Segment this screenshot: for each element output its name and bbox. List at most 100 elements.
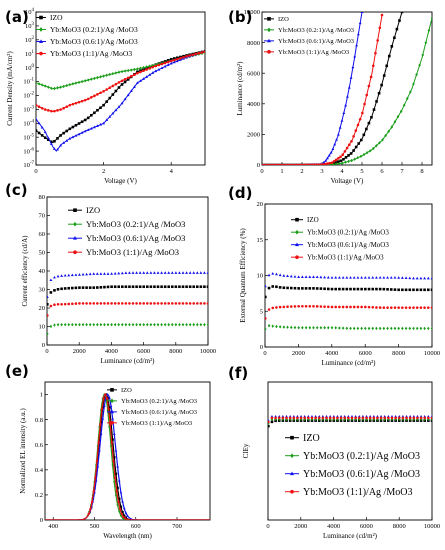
data-point [77,80,81,85]
data-point [278,286,282,289]
data-point [67,273,71,277]
legend-label: Yb:MoO3 (0.6:1)/Ag /MoO3 [278,38,354,45]
data-point [121,322,124,327]
legend-marker [110,409,114,414]
data-point [120,512,123,516]
data-point [363,276,367,279]
data-point [170,322,174,327]
x-tick-label: 2 [300,168,303,175]
data-point [46,136,50,140]
data-point [303,416,306,420]
data-point [166,63,170,67]
y-tick-label: 10-2 [23,92,34,100]
data-point [365,416,368,420]
data-point [308,163,312,165]
data-point [60,274,64,277]
data-point [113,456,116,459]
data-point [88,322,92,327]
data-point [365,127,368,131]
data-point [334,161,338,164]
data-point [378,26,382,30]
data-point [68,82,72,87]
data-point [306,163,310,165]
data-point [401,288,404,292]
data-point [119,505,123,508]
data-point [273,163,277,165]
data-point [128,302,131,305]
data-point [67,302,71,306]
y-tick-label: 0 [42,342,45,349]
data-point [367,326,371,331]
data-point [40,106,44,110]
data-point [40,125,44,129]
series-IZO [268,419,432,428]
legend-marker [39,51,43,56]
data-point [197,51,201,55]
data-point [312,304,315,308]
data-point [423,276,427,280]
data-point [376,39,379,42]
data-point [267,308,271,311]
data-point [83,118,87,122]
data-point [338,326,341,330]
x-tick-label: 6 [380,168,384,175]
x-tick-label: 600 [131,523,141,530]
data-point [174,285,178,289]
data-point [99,432,103,436]
x-axis-label: Luminance (cd/m²) [101,357,156,365]
data-point [408,416,412,420]
data-point [334,326,338,330]
data-point [172,57,176,60]
data-point [408,288,412,292]
data-point [404,326,408,331]
data-point [153,302,156,305]
data-point [142,271,146,274]
data-point [192,302,196,305]
x-axis-label: Voltage (V) [331,177,364,185]
data-point [265,317,267,320]
series-s11 [47,302,208,317]
x-tick-label: 4000 [327,523,340,530]
data-point [393,276,397,279]
data-point [85,272,89,276]
data-point [153,322,156,327]
data-point [389,276,393,279]
data-point [131,285,135,289]
data-point [401,306,404,309]
plot-area [36,49,205,152]
x-tick-label: 0 [263,350,266,357]
data-point [344,160,347,164]
data-point [47,332,49,336]
data-point [172,58,176,62]
data-point [86,128,90,131]
data-point [389,306,393,309]
data-point [262,163,266,165]
x-tick-label: 4 [170,168,174,175]
data-point [90,113,93,117]
data-point [102,89,105,93]
legend-label: Yb:MoO3 (0.6:1)/Ag /MoO3 [303,469,420,480]
data-point [53,147,56,150]
data-point [289,274,293,278]
plot-area [265,272,432,331]
data-point [359,154,363,159]
data-point [62,141,66,144]
data-point [36,81,38,85]
data-point [334,305,338,309]
data-point [153,271,156,274]
data-point [188,302,192,305]
series-s061 [45,393,210,520]
data-point [278,273,282,277]
data-point [74,286,78,290]
plot-frame [35,11,206,166]
data-point [139,70,142,74]
data-point [53,139,56,143]
data-point [92,286,96,289]
data-point [343,150,347,153]
data-point [415,288,419,292]
data-point [352,326,356,331]
data-point [430,419,432,422]
data-point [386,288,389,291]
data-point [357,416,361,420]
data-point [352,149,355,152]
